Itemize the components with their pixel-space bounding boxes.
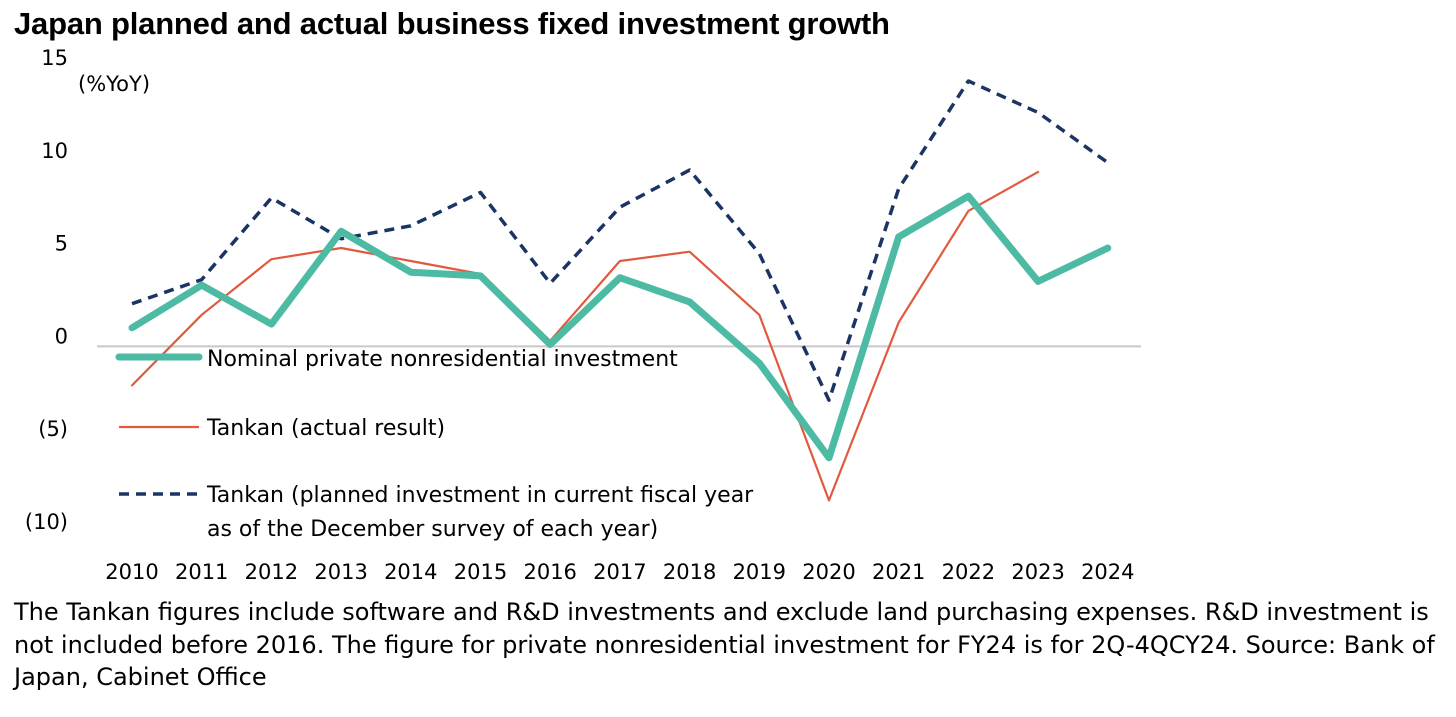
- y-tick-label: 15: [41, 46, 68, 70]
- x-tick-label: 2012: [245, 560, 298, 584]
- x-tick-label: 2019: [733, 560, 786, 584]
- legend: Nominal private nonresidential investmen…: [115, 347, 754, 542]
- x-tick-label: 2011: [175, 560, 228, 584]
- x-tick-label: 2015: [454, 560, 507, 584]
- legend-label-tankan-planned-line2: as of the December survey of each year): [207, 517, 658, 542]
- x-tick-label: 2023: [1011, 560, 1064, 584]
- chart-footnote: The Tankan figures include software and …: [14, 598, 1435, 691]
- y-tick-label: 0: [55, 324, 68, 348]
- x-axis: 2010 2011 2012 2013 2014 2015 2016 2017 2018 2019…: [105, 560, 1134, 584]
- x-tick-label: 2024: [1081, 560, 1134, 584]
- y-axis-unit-label: (%YoY): [78, 72, 150, 96]
- series-layer: [128, 79, 1112, 502]
- y-tick-label: 10: [41, 139, 68, 163]
- legend-label-tankan-planned-line1: Tankan (planned investment in current fi…: [206, 483, 754, 508]
- x-tick-label: 2014: [384, 560, 437, 584]
- x-tick-label: 2017: [593, 560, 646, 584]
- series-line-tankan-planned: [131, 79, 1109, 402]
- x-tick-label: 2020: [802, 560, 855, 584]
- x-tick-label: 2013: [314, 560, 367, 584]
- x-tick-label: 2022: [942, 560, 995, 584]
- chart-title: Japan planned and actual business fixed …: [14, 6, 890, 41]
- y-axis: 15 10 5 0 (5) (10): [25, 46, 68, 534]
- x-tick-label: 2021: [872, 560, 925, 584]
- legend-label-tankan-actual: Tankan (actual result): [206, 416, 445, 441]
- x-tick-label: 2016: [523, 560, 576, 584]
- y-tick-label: (10): [25, 510, 68, 534]
- x-tick-label: 2010: [105, 560, 158, 584]
- x-tick-label: 2018: [663, 560, 716, 584]
- y-tick-label: (5): [38, 417, 68, 441]
- legend-label-nominal: Nominal private nonresidential investmen…: [207, 347, 678, 372]
- series-line-nominal: [128, 192, 1112, 462]
- series-line-tankan-actual: [130, 170, 1040, 502]
- y-tick-label: 5: [55, 232, 68, 256]
